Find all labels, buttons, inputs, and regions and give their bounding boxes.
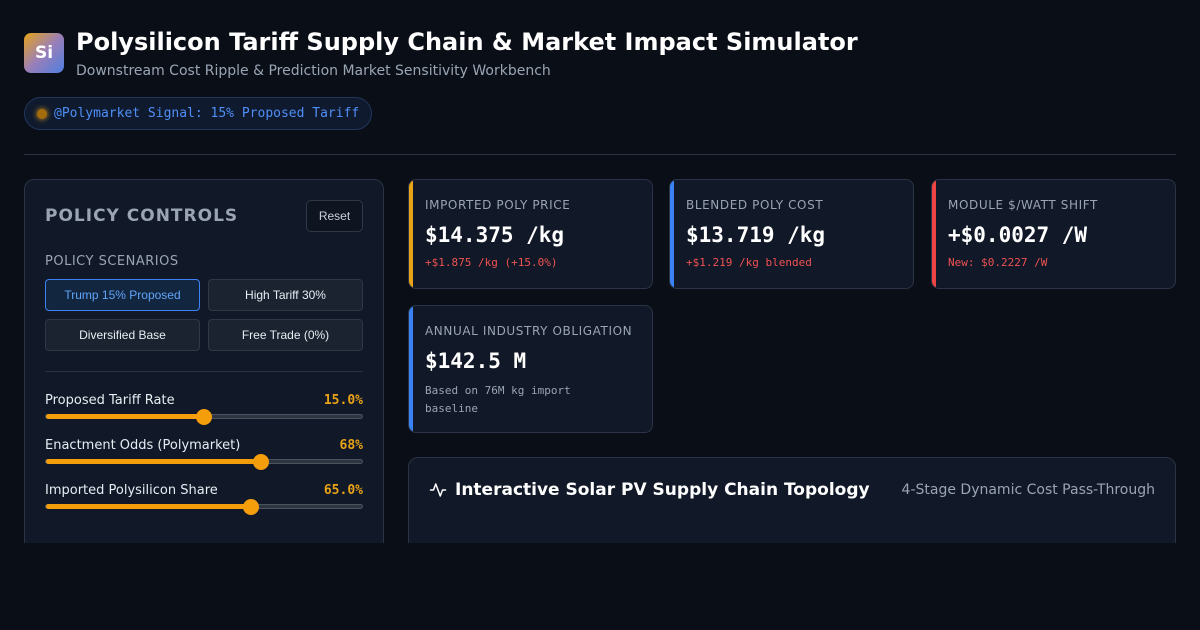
slider-value: 65.0% <box>323 483 363 498</box>
card-delta: +$1.875 /kg (+15.0%) <box>425 256 558 269</box>
card-note: Based on 76M kg import baseline <box>425 384 571 415</box>
page-subtitle: Downstream Cost Ripple & Prediction Mark… <box>76 63 551 79</box>
card-value: $13.719 /kg <box>686 223 826 247</box>
activity-icon <box>429 483 447 497</box>
enactment-odds-slider-row: Enactment Odds (Polymarket) 68% <box>45 438 363 470</box>
slider-thumb[interactable] <box>196 408 212 425</box>
panel-title: POLICY CONTROLS <box>45 206 239 226</box>
scenario-diversified-button[interactable]: Diversified Base <box>45 319 200 351</box>
card-label: BLENDED POLY COST <box>686 198 824 212</box>
card-delta: New: $0.2227 /W <box>948 256 1048 269</box>
slider-thumb[interactable] <box>243 498 260 515</box>
topology-subtitle: 4-Stage Dynamic Cost Pass-Through <box>901 482 1155 498</box>
slider-label: Enactment Odds (Polymarket) <box>45 438 241 453</box>
slider-fill <box>46 459 261 464</box>
scenario-trump-15-button[interactable]: Trump 15% Proposed <box>45 279 200 311</box>
annual-obligation-card: ANNUAL INDUSTRY OBLIGATION $142.5 M Base… <box>408 305 653 433</box>
signal-text: @Polymarket Signal: 15% Proposed Tariff <box>54 106 360 121</box>
viewport-bottom-area <box>0 543 1200 630</box>
import-share-slider-row: Imported Polysilicon Share 65.0% <box>45 483 363 515</box>
scenario-free-trade-button[interactable]: Free Trade (0%) <box>208 319 363 351</box>
slider-thumb[interactable] <box>252 453 269 470</box>
scenario-high-tariff-button[interactable]: High Tariff 30% <box>208 279 363 311</box>
header-divider <box>24 154 1176 155</box>
slider-fill <box>46 414 204 419</box>
policy-controls-panel: POLICY CONTROLS Reset POLICY SCENARIOS T… <box>24 179 384 559</box>
slider-label: Imported Polysilicon Share <box>45 483 218 498</box>
scenario-grid: Trump 15% Proposed High Tariff 30% Diver… <box>45 279 363 351</box>
slider-value: 15.0% <box>323 393 363 408</box>
page-title: Polysilicon Tariff Supply Chain & Market… <box>76 28 858 56</box>
card-value: $142.5 M <box>425 349 527 373</box>
tariff-rate-slider[interactable] <box>45 408 363 425</box>
si-logo: Si <box>24 33 64 73</box>
card-label: IMPORTED POLY PRICE <box>425 198 571 212</box>
module-watt-card: MODULE $/WATT SHIFT +$0.0027 /W New: $0.… <box>931 179 1176 289</box>
import-share-slider[interactable] <box>45 498 363 515</box>
reset-button[interactable]: Reset <box>306 200 363 232</box>
card-label: ANNUAL INDUSTRY OBLIGATION <box>425 324 633 338</box>
blended-cost-card: BLENDED POLY COST $13.719 /kg +$1.219 /k… <box>669 179 914 289</box>
scenarios-label: POLICY SCENARIOS <box>45 254 179 269</box>
signal-dot-icon <box>37 108 47 119</box>
enactment-odds-slider[interactable] <box>45 453 363 470</box>
card-value: $14.375 /kg <box>425 223 565 247</box>
slider-fill <box>46 504 252 509</box>
card-label: MODULE $/WATT SHIFT <box>948 198 1098 212</box>
card-value: +$0.0027 /W <box>948 223 1088 247</box>
header-titles: Polysilicon Tariff Supply Chain & Market… <box>76 28 858 80</box>
panel-header: POLICY CONTROLS Reset <box>45 200 363 232</box>
imported-price-card: IMPORTED POLY PRICE $14.375 /kg +$1.875 … <box>408 179 653 289</box>
slider-label: Proposed Tariff Rate <box>45 393 175 408</box>
topology-title: Interactive Solar PV Supply Chain Topolo… <box>455 480 870 500</box>
polymarket-signal-badge[interactable]: @Polymarket Signal: 15% Proposed Tariff <box>24 97 373 130</box>
app-header: Si Polysilicon Tariff Supply Chain & Mar… <box>24 28 858 80</box>
card-delta: +$1.219 /kg blended <box>686 256 812 269</box>
slider-value: 68% <box>339 438 363 453</box>
panel-divider <box>45 371 363 372</box>
tariff-rate-slider-row: Proposed Tariff Rate 15.0% <box>45 393 363 425</box>
